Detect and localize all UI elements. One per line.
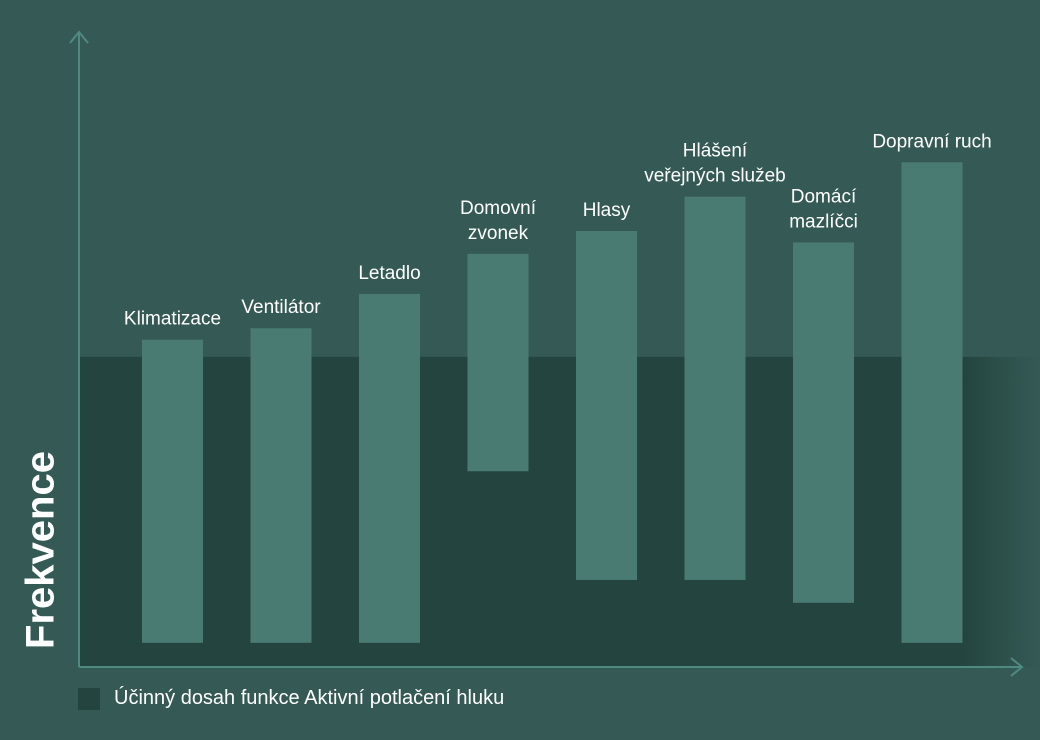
- bar-label-3-line-1: zvonek: [468, 223, 529, 244]
- y-axis-label: Frekvence: [18, 451, 63, 649]
- y-axis-arrow: [69, 30, 89, 44]
- bar-label-2: Letadlo: [358, 263, 420, 284]
- bar-3: [467, 253, 529, 472]
- bar-label-7: Dopravní ruch: [872, 131, 991, 152]
- bar-label-6-line-1: mazlíčci: [789, 211, 858, 232]
- bar-label-0: Klimatizace: [124, 309, 221, 330]
- anc-range-zone: [79, 356, 1040, 667]
- legend-swatch: [78, 687, 100, 710]
- bar-4: [576, 231, 637, 580]
- bar-7: [901, 162, 963, 643]
- bar-2: [359, 293, 420, 643]
- bar-label-5-line-0: Hlášení: [683, 141, 748, 162]
- x-axis-arrow: [1010, 657, 1024, 677]
- bar-label-3-line-0: Domovní: [460, 198, 537, 219]
- bar-label-4: Hlasy: [583, 200, 631, 221]
- bar-label-6-line-0: Domácí: [791, 186, 857, 207]
- bar-0: [142, 339, 203, 643]
- legend: Účinný dosah funkce Aktivní potlačení hl…: [78, 687, 504, 710]
- bar-label-1: Ventilátor: [241, 297, 321, 318]
- bar-1: [250, 328, 312, 643]
- bar-6: [793, 242, 854, 603]
- legend-label: Účinný dosah funkce Aktivní potlačení hl…: [114, 687, 505, 709]
- bar-label-5-line-1: veřejných služeb: [644, 166, 786, 187]
- bar-5: [684, 196, 746, 580]
